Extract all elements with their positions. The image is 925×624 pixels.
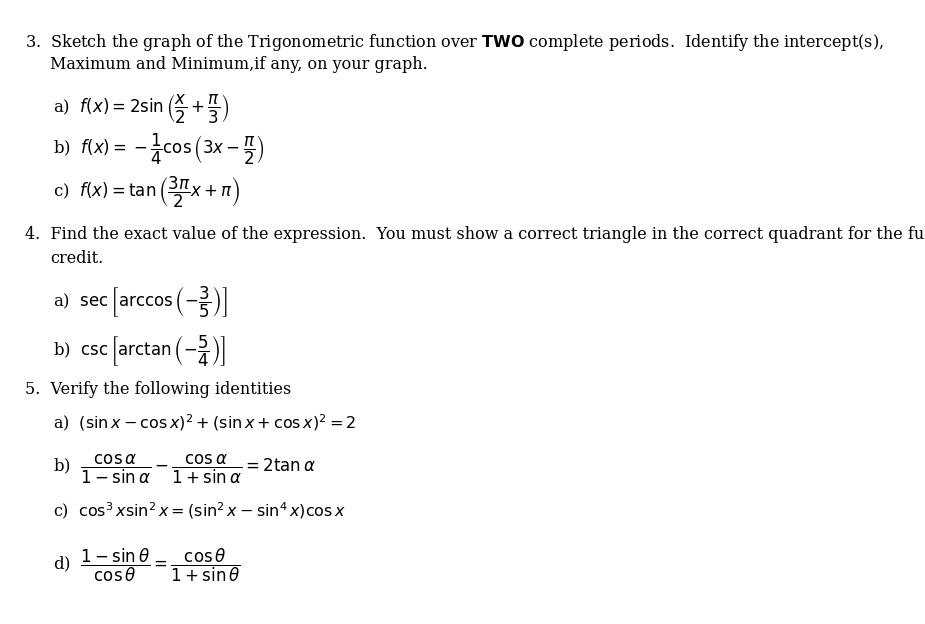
Text: 3.  Sketch the graph of the Trigonometric function over $\mathbf{TWO}$ complete : 3. Sketch the graph of the Trigonometric…: [25, 32, 884, 53]
Text: b)  $\csc\left[\arctan\left(-\dfrac{5}{4}\right)\right]$: b) $\csc\left[\arctan\left(-\dfrac{5}{4}…: [54, 334, 227, 369]
Text: 5.  Verify the following identities: 5. Verify the following identities: [25, 381, 291, 398]
Text: a)  $f(x) = 2\sin\left(\dfrac{x}{2} + \dfrac{\pi}{3}\right)$: a) $f(x) = 2\sin\left(\dfrac{x}{2} + \df…: [54, 92, 230, 125]
Text: b)  $\dfrac{\cos\alpha}{1 - \sin\alpha} - \dfrac{\cos\alpha}{1 + \sin\alpha} = 2: b) $\dfrac{\cos\alpha}{1 - \sin\alpha} -…: [54, 452, 316, 485]
Text: d)  $\dfrac{1 - \sin\theta}{\cos\theta} = \dfrac{\cos\theta}{1 + \sin\theta}$: d) $\dfrac{1 - \sin\theta}{\cos\theta} =…: [54, 547, 241, 585]
Text: b)  $f(x) = -\dfrac{1}{4}\cos\left(3x - \dfrac{\pi}{2}\right)$: b) $f(x) = -\dfrac{1}{4}\cos\left(3x - \…: [54, 132, 265, 167]
Text: 4.  Find the exact value of the expression.  You must show a correct triangle in: 4. Find the exact value of the expressio…: [25, 226, 925, 243]
Text: credit.: credit.: [50, 250, 103, 268]
Text: a)  $\sec\left[\arccos\left(-\dfrac{3}{5}\right)\right]$: a) $\sec\left[\arccos\left(-\dfrac{3}{5}…: [54, 285, 228, 319]
Text: c)  $f(x) = \tan\left(\dfrac{3\pi}{2}x + \pi\right)$: c) $f(x) = \tan\left(\dfrac{3\pi}{2}x + …: [54, 175, 241, 210]
Text: a)  $(\sin x - \cos x)^2 + (\sin x + \cos x)^2 = 2$: a) $(\sin x - \cos x)^2 + (\sin x + \cos…: [54, 412, 357, 432]
Text: c)  $\cos^3 x \sin^2 x = (\sin^2 x - \sin^4 x)\cos x$: c) $\cos^3 x \sin^2 x = (\sin^2 x - \sin…: [54, 500, 347, 521]
Text: Maximum and Minimum,if any, on your graph.: Maximum and Minimum,if any, on your grap…: [50, 57, 427, 74]
